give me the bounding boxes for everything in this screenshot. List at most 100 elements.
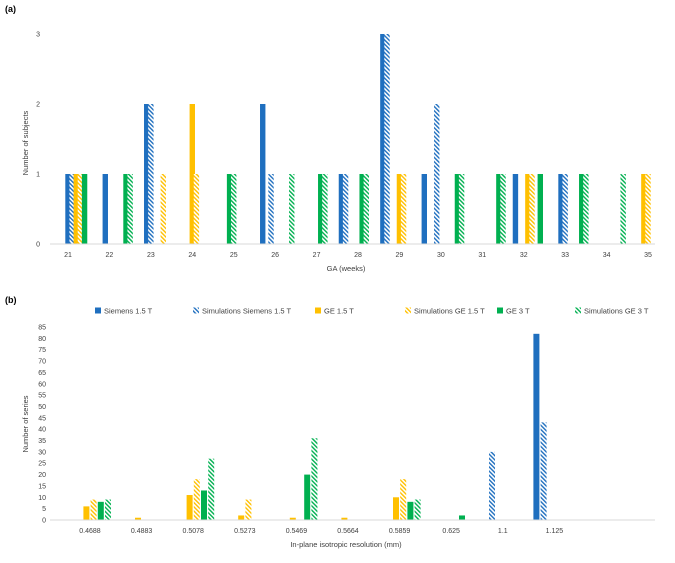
panel-b-y-ticks: 0 5 10 15 20 25 30 35 40 45 50 55 60 65 70 75 80 85: [38, 325, 46, 525]
panel-a-bar-siemens-1-5-t: [102, 174, 108, 244]
panel-b-x-axis-title: In-plane isotropic resolution (mm): [290, 540, 402, 549]
panel-a-bar-siemens-1-5-t: [338, 174, 345, 244]
panel-b-label: (b): [5, 295, 17, 305]
panel-a-bar-ge-1-5-t: [525, 174, 531, 244]
panel-a-bar-ge-3-t: [359, 174, 365, 244]
panel-a-bar-ge-3-t: [454, 174, 461, 244]
panel-a-bar-ge-3-t: [496, 174, 502, 244]
legend-swatch: [95, 307, 101, 314]
panel-b-bar-ge-3-t: [459, 515, 465, 520]
legend-swatch: [405, 307, 411, 314]
panel-b-x-tick-label: 0.4688: [79, 528, 101, 535]
panel-b-x-tick-label: 0.5273: [234, 528, 256, 535]
panel-b-y-tick-label: 80: [38, 336, 46, 343]
panel-a-bar-simulations-ge-3-t: [583, 174, 589, 244]
panel-a-x-tick-label: 35: [644, 252, 652, 259]
panel-b-y-tick-label: 70: [38, 359, 46, 366]
panel-b-bar-simulations-ge-1-5-t: [90, 499, 97, 520]
panel-a-label: (a): [5, 4, 16, 14]
panel-b-x-tick-label: 0.5078: [182, 528, 204, 535]
panel-a-bar-siemens-1-5-t: [421, 174, 427, 244]
panel-b-bar-simulations-ge-1-5-t: [400, 479, 407, 520]
panel-b-y-tick-label: 40: [38, 427, 46, 434]
panel-a-x-ticks: 21 22 23 24 25 26 27 28 29 30 31 32 33 34 35: [64, 252, 652, 259]
panel-b-bar-siemens-1-5-t: [533, 333, 540, 520]
panel-b-x-tick-label: 1.1: [498, 528, 508, 535]
panel-a-x-tick-label: 33: [561, 252, 569, 259]
panel-a-bar-ge-1-5-t: [73, 174, 79, 244]
panel-b-y-tick-label: 0: [42, 518, 46, 525]
panel-a-bar-ge-1-5-t: [641, 174, 647, 244]
panel-a-bar-simulations-ge-3-t: [458, 174, 465, 244]
legend-swatch: [575, 307, 581, 314]
panel-a-bar-ge-3-t: [579, 174, 585, 244]
panel-a-bar-siemens-1-5-t: [144, 104, 150, 244]
panel-a-bar-simulations-siemens-1-5-t: [69, 174, 75, 244]
legend-item-ge-1-5-t: GE 1.5 T: [315, 307, 354, 316]
panel-a-x-tick-label: 31: [478, 252, 486, 259]
panel-b-bar-simulations-ge-1-5-t: [245, 499, 252, 520]
panel-a-x-tick-label: 30: [437, 252, 445, 259]
panel-a-bar-simulations-siemens-1-5-t: [434, 104, 440, 244]
legend-swatch: [193, 307, 199, 314]
panel-a-bar-simulations-siemens-1-5-t: [148, 104, 154, 244]
panel-a-y-tick-label: 0: [36, 242, 40, 249]
panel-a-bar-simulations-ge-3-t: [500, 174, 506, 244]
panel-b-x-tick-label: 0.5469: [286, 528, 308, 535]
panel-a-bar-simulations-siemens-1-5-t: [562, 174, 568, 244]
legend-item-simulations-ge-1-5-t: Simulations GE 1.5 T: [405, 307, 485, 316]
legend-label: Siemens 1.5 T: [104, 307, 153, 316]
panel-b-bar-simulations-ge-3-t: [311, 438, 318, 520]
panel-a-bar-siemens-1-5-t: [260, 104, 266, 244]
panel-b-bar-ge-1-5-t: [393, 497, 399, 520]
panel-a-x-tick-label: 27: [313, 252, 321, 259]
panel-a-x-tick-label: 24: [188, 252, 196, 259]
panel-b-bar-ge-1-5-t: [289, 517, 296, 520]
panel-b-bar-ge-1-5-t: [238, 515, 245, 520]
panel-a-y-tick-label: 1: [36, 172, 40, 179]
panel-b-x-tick-label: 0.4883: [131, 528, 153, 535]
panel-b-x-tick-label: 1.125: [546, 528, 564, 535]
panel-b-y-tick-label: 85: [38, 325, 46, 332]
panel-a-x-axis-title: GA (weeks): [327, 264, 366, 273]
panel-a-bar-ge-1-5-t: [189, 104, 195, 244]
panel-b-y-tick-label: 35: [38, 438, 46, 445]
panel-a-x-tick-label: 26: [271, 252, 279, 259]
panel-b-bar-simulations-ge-3-t: [208, 458, 215, 520]
panel-b-y-tick-label: 15: [38, 483, 46, 490]
panel-a-bar-simulations-ge-1-5-t: [77, 174, 84, 244]
panel-a-bars: [65, 34, 651, 244]
panel-a-bar-simulations-ge-1-5-t: [645, 174, 651, 244]
legend-item-siemens-1-5-t: Siemens 1.5 T: [95, 307, 153, 316]
legend-item-ge-3-t: GE 3 T: [497, 307, 530, 316]
panel-a-bar-ge-3-t: [81, 174, 88, 244]
panel-b-y-tick-label: 75: [38, 347, 46, 354]
panel-a-bar-ge-3-t: [318, 174, 324, 244]
panel-a-x-tick-label: 34: [603, 252, 611, 259]
panel-b-bar-simulations-siemens-1-5-t: [540, 422, 547, 520]
panel-a-bar-simulations-siemens-1-5-t: [384, 34, 390, 244]
panel-b-bar-ge-1-5-t: [341, 517, 348, 520]
legend-item-simulations-siemens-1-5-t: Simulations Siemens 1.5 T: [193, 307, 291, 316]
panel-a-bar-simulations-siemens-1-5-t: [342, 174, 349, 244]
panel-b-y-axis-title: Number of series: [21, 395, 30, 452]
panel-b-y-tick-label: 10: [38, 495, 46, 502]
panel-a-bar-simulations-ge-1-5-t: [160, 174, 166, 244]
panel-b-y-tick-label: 30: [38, 449, 46, 456]
panel-a-x-tick-label: 32: [520, 252, 528, 259]
legend-label: Simulations GE 1.5 T: [414, 307, 485, 316]
panel-b-bar-ge-3-t: [97, 501, 104, 520]
panel-b-bar-simulations-ge-3-t: [414, 499, 421, 520]
panel-a-bar-simulations-ge-1-5-t: [529, 174, 535, 244]
panel-b-bar-ge-3-t: [201, 490, 207, 520]
panel-a-bar-siemens-1-5-t: [380, 34, 386, 244]
panel-a-bar-simulations-ge-3-t: [363, 174, 369, 244]
panel-b-x-tick-label: 0.625: [442, 528, 460, 535]
legend-item-simulations-ge-3-t: Simulations GE 3 T: [575, 307, 649, 316]
panel-a-x-tick-label: 25: [230, 252, 238, 259]
panel-b-bar-chart: (b) Siemens 1.5 T Simulations Siemens 1.5…: [5, 295, 655, 549]
panel-b-x-ticks: 0.4688 0.4883 0.5078 0.5273 0.5469 0.5664 0.58…: [79, 528, 563, 535]
panel-a-bar-simulations-ge-3-t: [231, 174, 237, 244]
